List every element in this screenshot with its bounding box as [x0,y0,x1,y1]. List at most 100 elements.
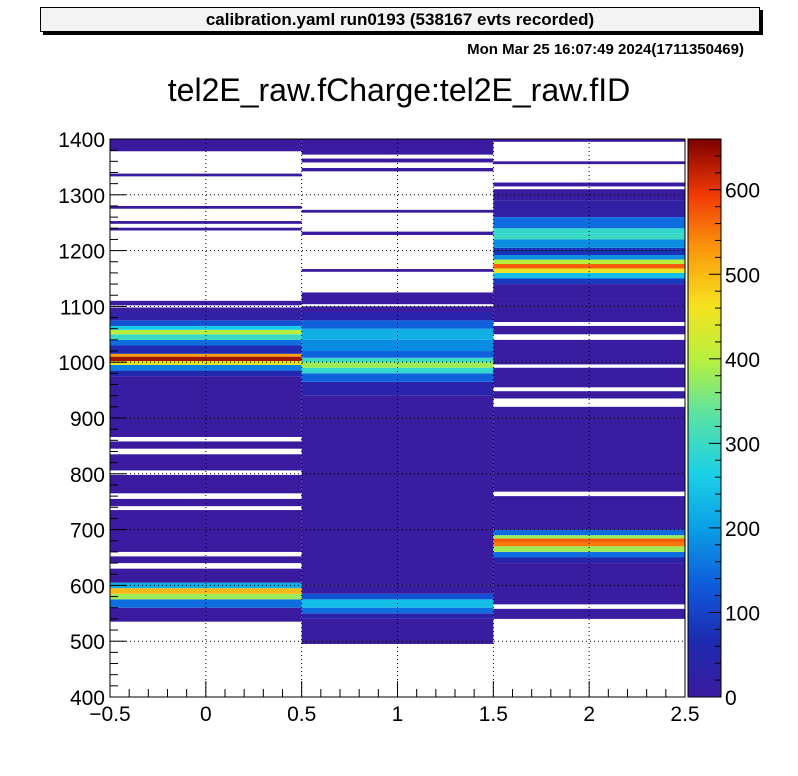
y-tick-label: 1000 [58,352,105,375]
x-tick-label: −0.5 [89,703,130,726]
heatmap-cell [110,582,302,589]
z-tick-label: 300 [725,433,760,456]
y-tick-label: 400 [70,687,105,710]
z-tick-label: 400 [725,349,760,372]
heatmap-cell [493,391,685,399]
histogram-title: tel2E_raw.fCharge:tel2E_raw.fID [167,72,631,108]
heatmap-cell [301,139,494,155]
heatmap-cell [110,307,302,312]
heatmap-cell [493,535,685,539]
heatmap-cell [493,182,685,187]
heatmap-cell [110,173,302,177]
z-tick-label: 100 [725,602,760,625]
heatmap-cell [110,345,302,354]
heatmap-cell [493,298,685,323]
x-tick-label: 0.5 [287,703,316,726]
z-tick-label: 200 [725,518,760,541]
heatmap-cell [110,454,302,471]
y-tick-label: 1400 [58,129,105,152]
heatmap-cell [493,268,685,273]
heatmap-cell [301,292,494,305]
color-scale-axis: 0 100 200 300 400 500 600 [709,138,760,710]
heatmap-cell [301,367,494,374]
heatmap-cell [493,325,685,335]
heatmap-cell [301,231,494,235]
x-tick-label: 2.5 [670,703,699,726]
heatmap-cell [110,441,302,449]
heatmap-cell [493,542,685,547]
heatmap-cell [301,613,494,619]
heatmap-cell [110,311,302,321]
heatmap-cell [301,269,494,272]
heatmap-cell [110,474,302,494]
heatmap-cell [301,607,494,614]
heatmap-cell [301,339,494,352]
z-tick-label: 600 [725,180,760,203]
heatmap-cell [301,593,494,600]
x-axis: −0.5 0 0.5 1 1.5 2 2.5 [89,681,700,726]
z-tick-label: 500 [725,264,760,287]
heatmap-cell [493,189,685,201]
x-tick-label: 0 [200,703,212,726]
heatmap-cell [301,320,494,329]
heatmap-cell [493,161,685,165]
heatmap-cell [301,381,494,396]
heatmap-cell [493,233,685,240]
run-info-box: calibration.yaml run0193 (538167 evts re… [40,7,760,32]
heatmap-cell [493,557,685,564]
color-scale-bar [687,138,722,698]
y-axis: 400 500 600 700 800 900 1000 1100 1200 1300 1400 [58,129,126,710]
heatmap-cell [110,329,302,335]
heatmap-cell [301,395,494,586]
heatmap-cell [110,339,302,346]
x-tick-label: 2 [583,703,595,726]
timestamp: Mon Mar 25 16:07:49 2024(1711350469) [467,41,744,58]
heatmap-cell [110,334,302,340]
heatmap-cell [110,376,302,437]
x-tick-label: 1.5 [479,703,508,726]
run-info-title: calibration.yaml run0193 (538167 evts re… [205,10,595,29]
heatmap-cell [110,510,302,552]
heatmap-cell [110,139,302,152]
heatmap-cell [301,311,494,321]
y-tick-label: 600 [70,575,105,598]
heatmap-cell [301,328,494,340]
heatmap-cell [493,255,685,260]
heatmap-cell [301,306,494,312]
heatmap-cell [110,607,302,622]
heatmap-cell [493,278,685,285]
heatmap-cell [493,200,685,218]
heatmap-cell [493,546,685,552]
heatmap-cell [493,496,685,530]
y-tick-label: 1300 [58,185,105,208]
heatmap-cell [493,529,685,536]
heatmap-cell [493,608,685,619]
z-tick-label: 0 [725,687,737,710]
heatmap-cell [493,139,685,142]
y-tick-label: 1100 [60,296,105,319]
heatmap-cell [493,259,685,264]
heatmap-cell [110,498,302,507]
heatmap-cell [110,221,302,224]
heatmap-cell [301,351,494,358]
y-tick-label: 700 [70,520,105,543]
heatmap-cell [493,263,685,269]
heatmap-cell [493,538,685,543]
y-tick-label: 800 [70,464,105,487]
heatmap-cell [493,217,685,229]
heatmap-cell [110,370,302,377]
grid-lines [110,139,685,697]
heatmap-cell [301,362,494,368]
heatmap-cell [301,373,494,382]
heatmap-cell [110,588,302,594]
heatmap-cell [110,227,302,231]
heatmap-cell [493,406,685,492]
y-tick-label: 500 [70,631,105,654]
x-tick-label: 1 [392,703,404,726]
heatmap-cell [493,551,685,558]
y-tick-label: 1200 [58,241,105,264]
heatmap-cell [110,356,302,362]
heatmap-cell [110,593,302,600]
heatmap-cell [493,367,685,388]
